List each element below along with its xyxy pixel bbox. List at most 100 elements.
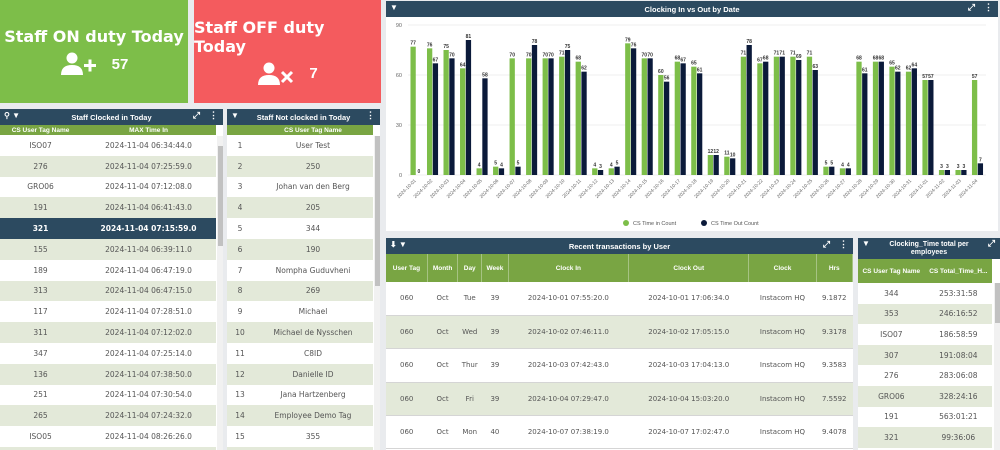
bar[interactable]: [509, 58, 515, 176]
table-row[interactable]: 060 Oct Fri 39 2024-10-04 07:29:47.0 2024-10-…: [386, 382, 853, 417]
table-row[interactable]: 13 Jana Hartzenberg: [227, 385, 373, 406]
filter-icon[interactable]: ▼: [862, 239, 870, 248]
bar[interactable]: [449, 58, 455, 176]
table-row[interactable]: 15 355: [227, 426, 373, 447]
bar[interactable]: [410, 46, 416, 176]
table-row[interactable]: 276 2024-11-04 07:25:59.0: [0, 155, 216, 177]
bar[interactable]: [773, 56, 780, 175]
table-row[interactable]: 276 283:06:08: [858, 365, 992, 386]
bar[interactable]: [526, 58, 532, 176]
bar[interactable]: [922, 80, 928, 175]
scrollbar[interactable]: [217, 136, 223, 450]
bar[interactable]: [432, 63, 439, 176]
bar[interactable]: [476, 168, 482, 175]
bar[interactable]: [806, 56, 813, 175]
col-header[interactable]: Clock In: [508, 254, 630, 282]
bar[interactable]: [713, 155, 719, 175]
scrollbar[interactable]: [994, 283, 1000, 450]
more-icon[interactable]: ⋮: [984, 2, 993, 12]
expand-icon[interactable]: ⤢: [967, 2, 975, 12]
col-header[interactable]: CS User Tag Name: [0, 125, 82, 135]
bar[interactable]: [812, 70, 818, 175]
table-row[interactable]: 060 Oct Wed 39 2024-10-02 07:46:11.0 2024-10-…: [386, 315, 853, 350]
bar[interactable]: [790, 56, 796, 175]
more-icon[interactable]: ⋮: [366, 110, 375, 120]
bar[interactable]: [443, 50, 449, 175]
bar[interactable]: [674, 61, 680, 175]
table-row[interactable]: 307 191:08:04: [858, 344, 992, 366]
table-row[interactable]: 8 269: [227, 280, 373, 302]
bar[interactable]: [680, 63, 686, 176]
table-row[interactable]: 9 Michael: [227, 301, 373, 322]
bar[interactable]: [592, 168, 598, 175]
table-row[interactable]: 060 Oct Thur 39 2024-10-03 07:42:43.0 2024-10…: [386, 348, 853, 383]
col-header[interactable]: CS User Tag Name: [858, 259, 925, 283]
table-row[interactable]: 2 250: [227, 155, 373, 177]
more-icon[interactable]: ⋮: [839, 239, 848, 249]
table-row[interactable]: 321 99:36:06: [858, 427, 992, 448]
bar[interactable]: [862, 73, 868, 175]
bar[interactable]: [597, 170, 604, 175]
bar[interactable]: [608, 168, 614, 175]
bar[interactable]: [531, 45, 538, 175]
table-row[interactable]: 311 2024-11-04 07:12:02.0: [0, 322, 216, 343]
bar[interactable]: [564, 50, 571, 175]
table-row[interactable]: 1 User Test: [227, 135, 373, 156]
bar[interactable]: [856, 61, 862, 175]
table-row[interactable]: ISO05 2024-11-04 08:26:26.0: [0, 426, 216, 447]
bar[interactable]: [697, 73, 703, 175]
table-row[interactable]: 3692024-11-04 07:23:47.0: [0, 446, 216, 450]
table-row[interactable]: 5 344: [227, 218, 373, 239]
bar[interactable]: [691, 66, 697, 175]
bar[interactable]: [482, 78, 488, 175]
table-row[interactable]: 136 2024-11-04 07:38:50.0: [0, 363, 216, 385]
table-row[interactable]: 344 253:31:58: [858, 283, 992, 304]
table-row[interactable]: 6 190: [227, 238, 373, 260]
table-row[interactable]: GRO06 328:24:16: [858, 385, 992, 407]
table-row[interactable]: 060 Oct Mon 40 2024-10-07 07:38:19.0 2024-10-…: [386, 415, 853, 450]
bar[interactable]: [707, 155, 714, 175]
bar[interactable]: [757, 63, 763, 176]
bar[interactable]: [740, 56, 747, 175]
bar[interactable]: [614, 166, 620, 175]
table-row[interactable]: 353 246:16:52: [858, 303, 992, 325]
bar[interactable]: [647, 58, 653, 176]
table-row[interactable]: 191 563:01:21: [858, 407, 992, 428]
more-icon[interactable]: ⋮: [209, 110, 218, 120]
table-row[interactable]: 4 205: [227, 197, 373, 219]
bar[interactable]: [548, 58, 554, 176]
table-row[interactable]: 251 2024-11-04 07:30:54.0: [0, 385, 216, 406]
download-icon[interactable]: ⬇ ▼: [390, 240, 407, 249]
table-row[interactable]: 347 2024-11-04 07:25:14.0: [0, 343, 216, 364]
bar[interactable]: [872, 61, 879, 175]
bar[interactable]: [498, 168, 505, 175]
table-row[interactable]: 11 C8ID: [227, 343, 373, 364]
bar[interactable]: [542, 58, 548, 176]
bar[interactable]: [746, 45, 752, 175]
bar[interactable]: [878, 61, 884, 175]
bar[interactable]: [977, 163, 984, 175]
bar[interactable]: [559, 56, 565, 175]
bar[interactable]: [971, 80, 978, 175]
table-row[interactable]: 3 Johan van den Berg: [227, 177, 373, 198]
bar[interactable]: [460, 68, 466, 175]
col-header[interactable]: CS User Tag Name: [253, 125, 373, 135]
bar[interactable]: [493, 166, 499, 175]
table-row[interactable]: 265 2024-11-04 07:24:32.0: [0, 405, 216, 427]
table-row[interactable]: GRO06 2024-11-04 07:12:08.0: [0, 177, 216, 198]
col-header[interactable]: Week: [481, 254, 509, 282]
col-header[interactable]: User Tag: [386, 254, 428, 282]
scrollbar[interactable]: [374, 136, 380, 450]
panel-menu-icons[interactable]: ⚲ ▼: [4, 111, 20, 120]
bar[interactable]: [829, 166, 835, 175]
table-row[interactable]: 12 Danielle ID: [227, 363, 373, 385]
bar[interactable]: [955, 170, 961, 175]
table-row[interactable]: 191 2024-11-04 06:41:43.0: [0, 197, 216, 219]
bar[interactable]: [796, 60, 802, 175]
col-header[interactable]: Clock Out: [628, 254, 750, 282]
table-row[interactable]: 060 Oct Tue 39 2024-10-01 07:55:20.0 2024-10-…: [386, 282, 853, 316]
bar[interactable]: [889, 66, 895, 175]
bar[interactable]: [763, 61, 769, 175]
bar[interactable]: [905, 71, 912, 175]
col-header[interactable]: Clock: [748, 254, 817, 282]
